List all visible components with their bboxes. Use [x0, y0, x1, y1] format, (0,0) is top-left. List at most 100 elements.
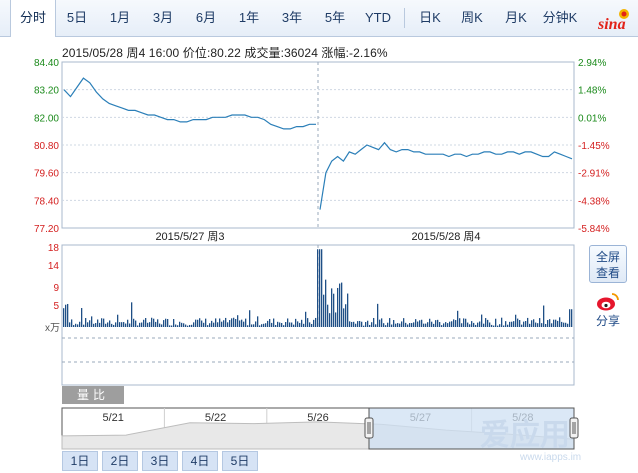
- sina-logo: sina: [598, 9, 629, 32]
- tab-weekly-k[interactable]: 周K: [461, 10, 483, 25]
- tab-3year[interactable]: 3年: [281, 10, 303, 25]
- volume-bar: [373, 317, 375, 327]
- tab-3month[interactable]: 3月: [152, 10, 174, 25]
- volume-bar: [469, 324, 471, 327]
- volume-bar: [535, 322, 537, 327]
- volume-bar: [381, 318, 383, 327]
- tab-intraday[interactable]: 分时: [10, 0, 56, 37]
- range-4day[interactable]: 4日: [182, 451, 218, 471]
- volume-bar: [451, 321, 453, 327]
- volume-bar: [185, 324, 187, 327]
- tab-5year[interactable]: 5年: [324, 10, 346, 25]
- volume-bar: [327, 304, 329, 327]
- volume-bar: [239, 320, 241, 327]
- volume-bar: [73, 325, 75, 327]
- volume-bar: [133, 318, 135, 327]
- range-1day[interactable]: 1日: [62, 451, 98, 471]
- fullscreen-button[interactable]: 全屏 查看: [589, 245, 627, 283]
- tab-ytd[interactable]: YTD: [365, 10, 391, 25]
- volume-bar: [453, 319, 455, 327]
- volume-bar: [311, 323, 313, 327]
- volume-bar: [353, 321, 355, 327]
- volume-bar: [153, 318, 155, 327]
- volume-bar: [407, 324, 409, 327]
- volume-bar: [303, 323, 305, 327]
- tab-5day[interactable]: 5日: [66, 10, 88, 25]
- volume-bar: [425, 323, 427, 327]
- volume-bar: [405, 322, 407, 327]
- volume-bar: [203, 322, 205, 327]
- volume-bar: [315, 317, 317, 327]
- volume-bar: [385, 325, 387, 327]
- volume-bar: [355, 323, 357, 327]
- volume-bar: [365, 321, 367, 327]
- volume-bar: [485, 318, 487, 327]
- volume-bar: [267, 320, 269, 327]
- volume-bar: [543, 305, 545, 327]
- range-3day[interactable]: 3日: [142, 451, 178, 471]
- volume-bar: [233, 317, 235, 327]
- volume-bar: [505, 321, 507, 327]
- volume-bar: [491, 324, 493, 327]
- date-axis: 2015/5/27 周3 2015/5/28 周4: [155, 230, 480, 243]
- volume-bar: [395, 323, 397, 327]
- volume-bar: [295, 318, 297, 327]
- volume-bar: [249, 310, 251, 327]
- tab-1year[interactable]: 1年: [238, 10, 260, 25]
- percent-axis: 2.94% 1.48% 0.01% -1.45% -2.91% -4.38% -5.84%: [578, 58, 610, 235]
- volume-bar: [375, 324, 377, 327]
- volume-bar: [193, 322, 195, 327]
- volume-bar: [421, 319, 423, 327]
- volume-axis: 18 14 9 5 x万: [45, 243, 60, 334]
- volume-bar: [175, 324, 177, 327]
- volume-bar: [537, 323, 539, 327]
- volume-bar: [465, 318, 467, 327]
- volume-bar: [131, 302, 133, 327]
- volume-bar: [183, 323, 185, 327]
- volume-bar: [441, 325, 443, 327]
- tab-monthly-k[interactable]: 月K: [505, 10, 527, 25]
- volume-bar: [429, 318, 431, 327]
- range-2day[interactable]: 2日: [102, 451, 138, 471]
- volume-bar: [227, 322, 229, 327]
- price-tick-label: 82.00: [34, 113, 59, 124]
- volume-tick-label: 9: [53, 283, 59, 294]
- volume-bar: [159, 323, 161, 327]
- volume-bar: [533, 319, 535, 327]
- volume-bar: [163, 320, 165, 327]
- percent-tick-label: 2.94%: [578, 58, 606, 69]
- volume-bar: [409, 323, 411, 327]
- volume-bar: [459, 318, 461, 327]
- volume-bar: [553, 319, 555, 327]
- volume-bar: [411, 323, 413, 327]
- tab-1month[interactable]: 1月: [109, 10, 131, 25]
- volume-bar: [571, 309, 573, 327]
- volume-bar: [247, 325, 249, 327]
- volume-bar: [151, 317, 153, 327]
- volume-bar: [527, 317, 529, 327]
- volume-ratio-label: 量比: [62, 386, 124, 404]
- tab-daily-k[interactable]: 日K: [419, 10, 441, 25]
- volume-bar: [393, 320, 395, 327]
- volume-bar: [399, 323, 401, 327]
- share-button[interactable]: 分享: [589, 292, 627, 330]
- tab-6month[interactable]: 6月: [195, 10, 217, 25]
- volume-bar: [427, 322, 429, 327]
- volume-bar: [211, 320, 213, 327]
- volume-bar: [557, 320, 559, 327]
- tab-minute-k[interactable]: 分钟K: [542, 10, 578, 25]
- navigator-handle[interactable]: [569, 417, 579, 439]
- navigator-handle[interactable]: [364, 417, 374, 439]
- volume-tick-label: 5: [53, 301, 59, 312]
- volume-bar: [275, 324, 277, 327]
- percent-tick-label: -5.84%: [578, 224, 610, 235]
- price-tick-label: 79.60: [34, 169, 59, 180]
- volume-bar: [345, 304, 347, 327]
- volume-bar: [241, 319, 243, 327]
- volume-bar: [433, 323, 435, 327]
- price-line-day2: [319, 141, 573, 210]
- volume-bar: [307, 318, 309, 327]
- share-label: 分享: [595, 314, 620, 328]
- range-5day[interactable]: 5日: [222, 451, 258, 471]
